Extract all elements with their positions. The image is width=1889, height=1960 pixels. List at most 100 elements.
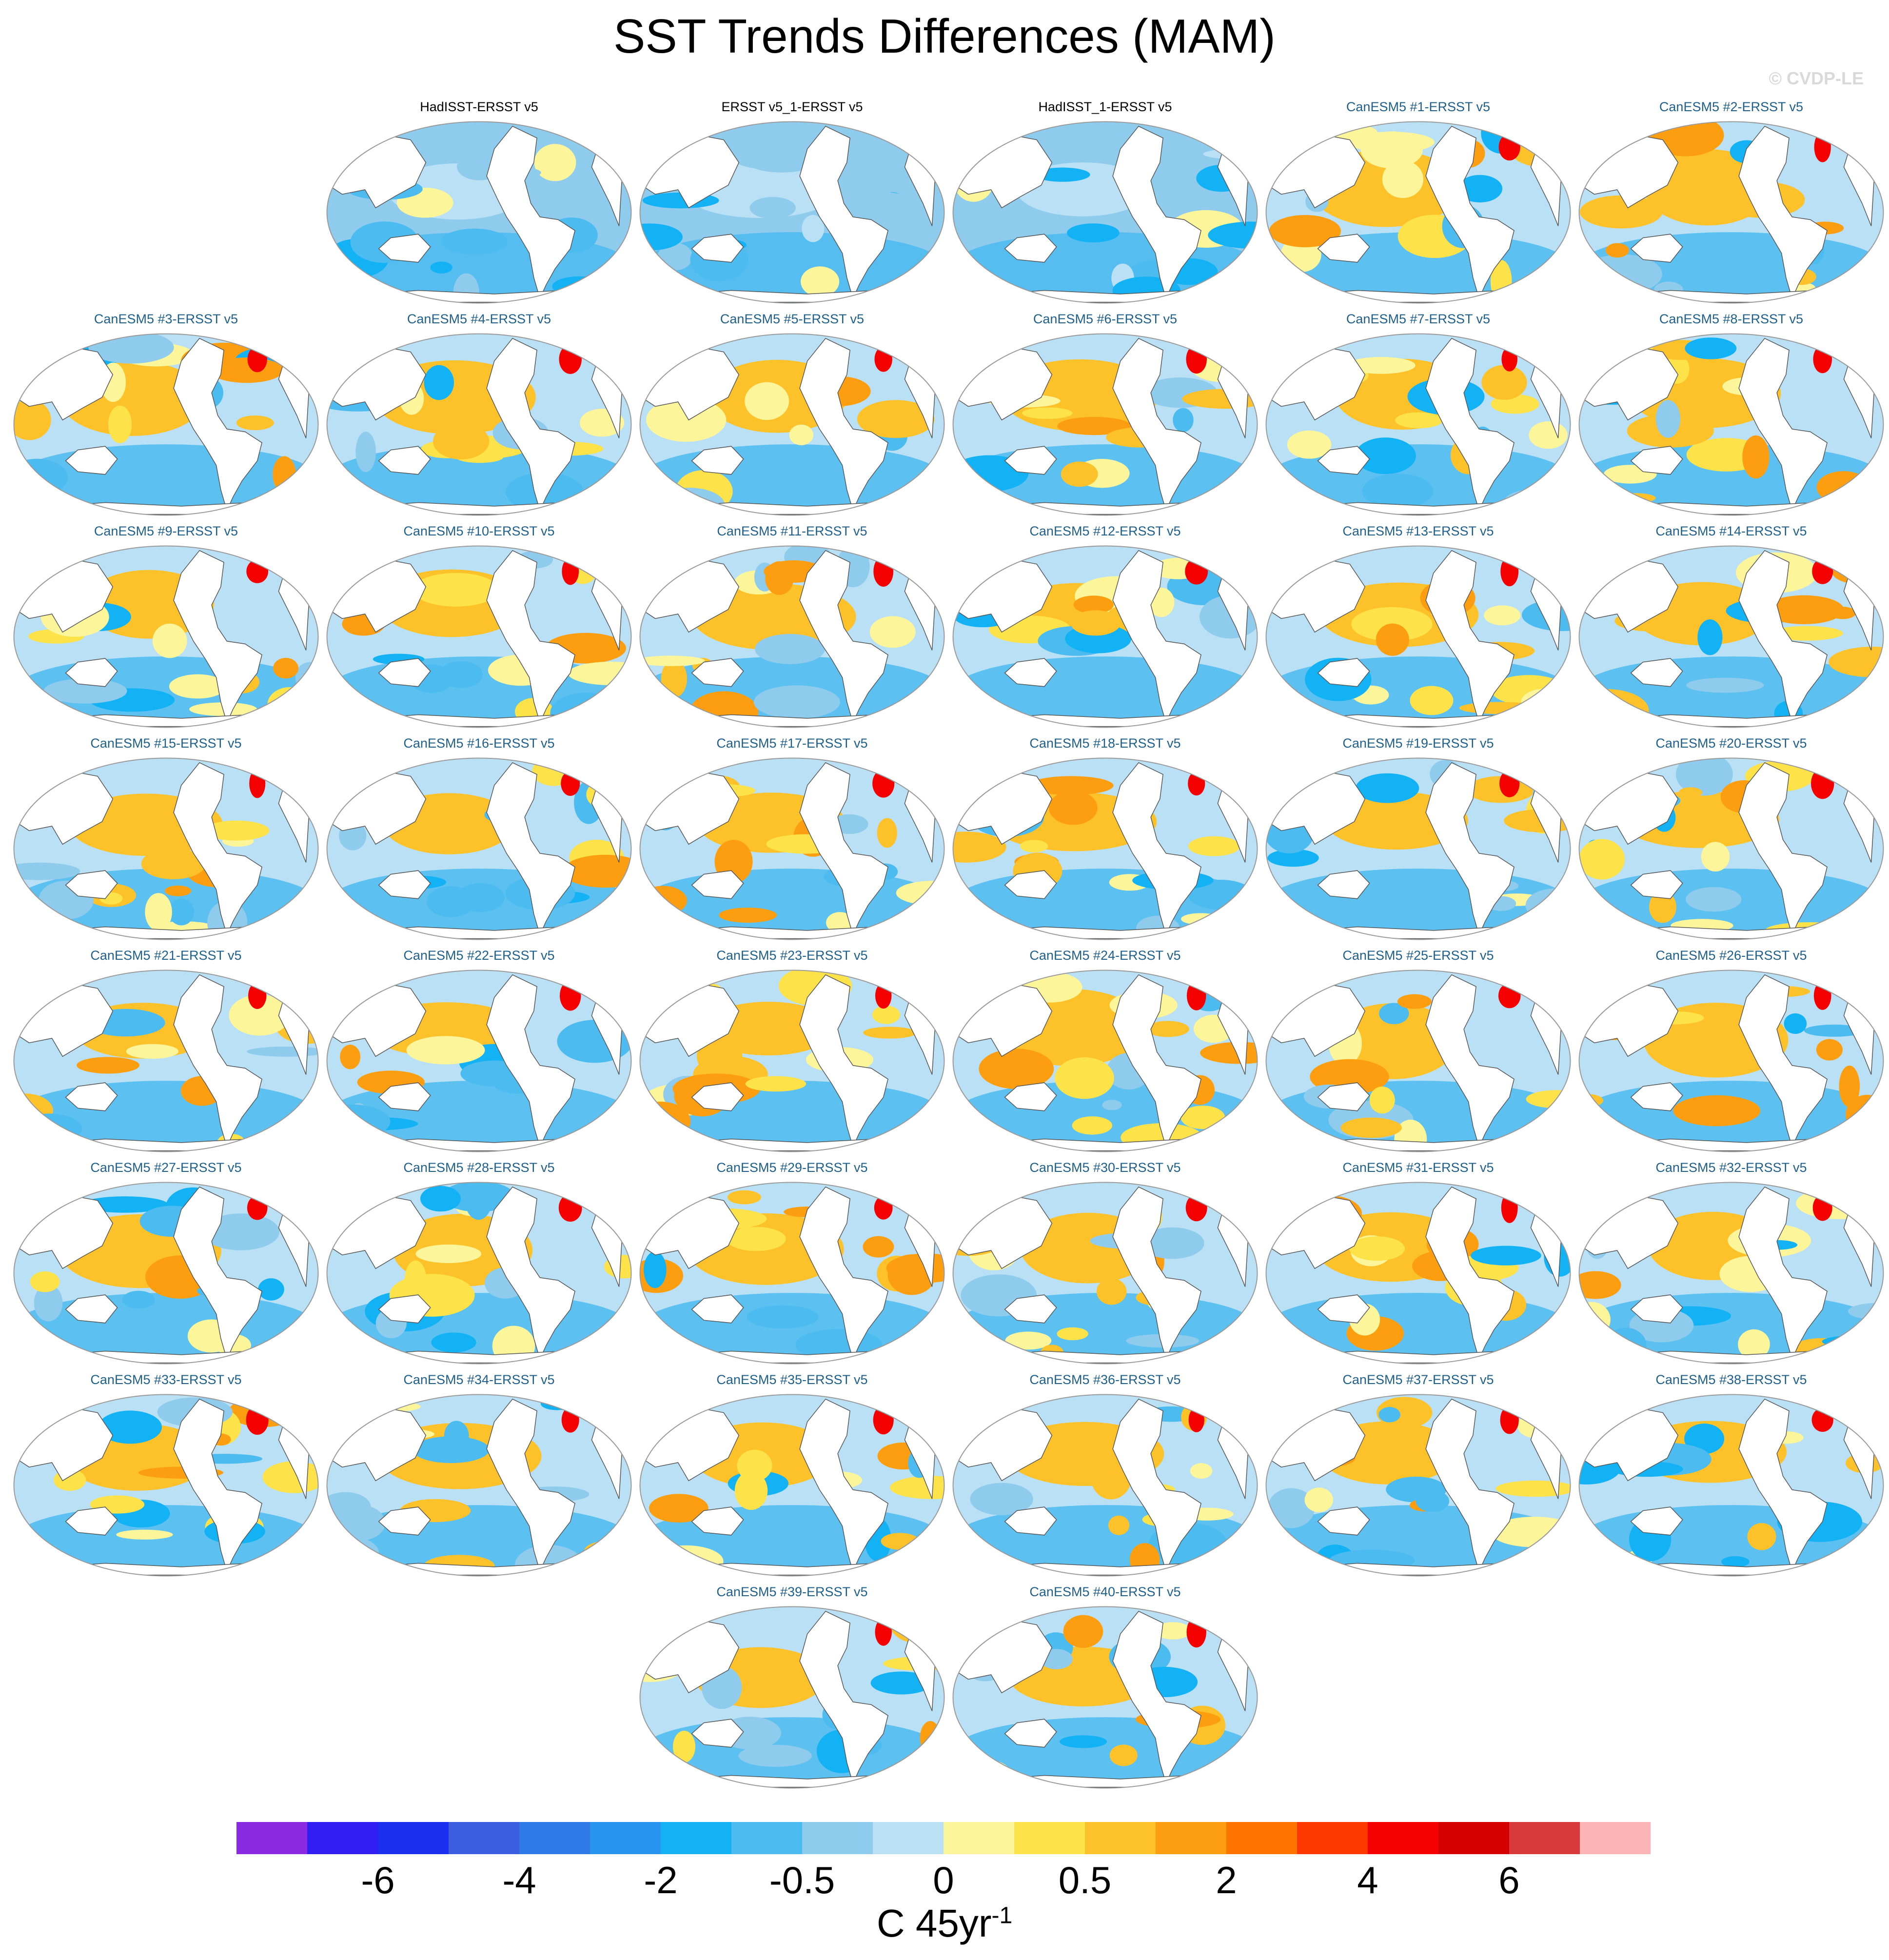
warm-anomaly-patch bbox=[599, 1330, 631, 1345]
warm-anomaly-patch bbox=[640, 1401, 677, 1436]
map-panel: CanESM5 #21-ERSST v5 bbox=[10, 945, 322, 1157]
warm-anomaly-patch bbox=[1579, 274, 1604, 303]
map-border bbox=[13, 545, 319, 728]
map-border bbox=[326, 121, 632, 304]
land-americas bbox=[1112, 1186, 1201, 1361]
map-panel: CanESM5 #11-ERSST v5 bbox=[636, 521, 948, 733]
land-americas bbox=[799, 1398, 888, 1573]
panel-title: CanESM5 #14-ERSST v5 bbox=[1655, 524, 1807, 538]
land-americas bbox=[1738, 762, 1828, 936]
panel-title: CanESM5 #18-ERSST v5 bbox=[1029, 736, 1181, 751]
panel-title: CanESM5 #36-ERSST v5 bbox=[1029, 1372, 1181, 1387]
sst-map bbox=[1265, 333, 1571, 516]
cool-anomaly-patch bbox=[970, 1483, 1033, 1515]
warm-anomaly-patch bbox=[1382, 160, 1424, 198]
panel-title: CanESM5 #1-ERSST v5 bbox=[1346, 99, 1491, 114]
land-australia bbox=[65, 1506, 118, 1536]
warm-anomaly-patch bbox=[61, 762, 81, 774]
land-americas bbox=[486, 1398, 575, 1573]
map-border bbox=[952, 1182, 1258, 1365]
cool-anomaly-patch bbox=[1784, 1013, 1807, 1034]
warm-anomaly-patch bbox=[1346, 356, 1416, 374]
land-australia bbox=[1630, 870, 1683, 899]
land-americas bbox=[799, 974, 888, 1148]
sst-map bbox=[639, 757, 945, 940]
colorbar-tick-label: -2 bbox=[644, 1859, 678, 1901]
hot-anomaly-patch bbox=[248, 982, 267, 1009]
warm-anomaly-patch bbox=[1839, 1065, 1860, 1108]
land-americas bbox=[799, 337, 888, 512]
hot-anomaly-patch bbox=[561, 1407, 579, 1433]
map-border bbox=[326, 757, 632, 940]
land-americas bbox=[173, 1398, 262, 1573]
map-panel: CanESM5 #7-ERSST v5 bbox=[1262, 309, 1574, 521]
colorbar-box bbox=[236, 1822, 308, 1854]
sst-map bbox=[1578, 333, 1884, 516]
land-australia bbox=[1004, 234, 1057, 263]
warm-anomaly-patch bbox=[953, 266, 989, 291]
sst-map bbox=[13, 757, 319, 940]
map-panel: CanESM5 #18-ERSST v5 bbox=[949, 733, 1261, 945]
land-americas bbox=[1738, 550, 1828, 724]
warm-anomaly-patch bbox=[640, 655, 705, 666]
panel-title: CanESM5 #40-ERSST v5 bbox=[1029, 1584, 1181, 1599]
hot-anomaly-patch bbox=[1499, 770, 1520, 797]
colorbar-box bbox=[1226, 1822, 1298, 1854]
map-border bbox=[952, 1606, 1258, 1789]
panel-title: CanESM5 #5-ERSST v5 bbox=[720, 312, 865, 326]
warm-anomaly-patch bbox=[1074, 178, 1102, 197]
map-border bbox=[1265, 333, 1571, 516]
panel-title: HadISST-ERSST v5 bbox=[420, 99, 538, 114]
cool-anomaly-patch bbox=[1292, 1555, 1320, 1571]
sst-map bbox=[326, 1394, 632, 1577]
hot-anomaly-patch bbox=[1814, 132, 1831, 162]
land-australia bbox=[378, 234, 431, 263]
map-panel: CanESM5 #14-ERSST v5 bbox=[1575, 521, 1888, 733]
cool-anomaly-patch bbox=[1267, 849, 1319, 867]
hot-anomaly-patch bbox=[1186, 1616, 1206, 1648]
cool-anomaly-patch bbox=[644, 1251, 667, 1288]
warm-anomaly-patch bbox=[1579, 839, 1625, 880]
colorbar-tick-label: -0.5 bbox=[769, 1859, 835, 1901]
panel-title: CanESM5 #31-ERSST v5 bbox=[1342, 1160, 1494, 1175]
cool-anomaly-patch bbox=[747, 1305, 819, 1329]
warm-anomaly-patch bbox=[877, 818, 897, 848]
warm-anomaly-patch bbox=[863, 1027, 917, 1039]
map-border bbox=[1578, 121, 1884, 304]
land-australia bbox=[1317, 1082, 1370, 1111]
cool-anomaly-patch bbox=[444, 1421, 469, 1451]
map-border bbox=[1578, 970, 1884, 1152]
panel-title: CanESM5 #35-ERSST v5 bbox=[716, 1372, 868, 1387]
cool-anomaly-patch bbox=[1686, 887, 1742, 912]
colorbar-box bbox=[519, 1822, 590, 1854]
colorbar-tick-label: 6 bbox=[1498, 1859, 1520, 1901]
map-border bbox=[326, 1394, 632, 1577]
warm-anomaly-patch bbox=[568, 661, 631, 685]
warm-anomaly-patch bbox=[1154, 1622, 1192, 1640]
land-australia bbox=[378, 1506, 431, 1536]
warm-anomaly-patch bbox=[1764, 595, 1844, 624]
land-australia bbox=[1004, 1506, 1057, 1536]
warm-anomaly-patch bbox=[728, 1190, 761, 1205]
hot-anomaly-patch bbox=[247, 346, 267, 373]
land-australia bbox=[691, 1719, 744, 1748]
land-australia bbox=[65, 446, 118, 475]
sst-map bbox=[1265, 757, 1571, 940]
hot-anomaly-patch bbox=[1185, 558, 1208, 585]
sst-map bbox=[13, 545, 319, 728]
land-americas bbox=[1738, 125, 1828, 300]
hot-anomaly-patch bbox=[1811, 1408, 1833, 1432]
hot-anomaly-patch bbox=[875, 983, 892, 1009]
panel-title: ERSST v5_1-ERSST v5 bbox=[721, 99, 863, 114]
map-panel: CanESM5 #10-ERSST v5 bbox=[323, 521, 635, 733]
warm-anomaly-patch bbox=[141, 848, 206, 879]
warm-anomaly-patch bbox=[1070, 610, 1121, 636]
warm-anomaly-patch bbox=[1747, 1523, 1776, 1550]
sst-map bbox=[1265, 545, 1571, 728]
land-americas bbox=[1112, 974, 1201, 1148]
land-americas bbox=[1112, 762, 1201, 936]
map-panel: CanESM5 #16-ERSST v5 bbox=[323, 733, 635, 945]
warm-anomaly-patch bbox=[262, 1461, 318, 1493]
cool-anomaly-patch bbox=[1060, 1735, 1107, 1748]
sst-map bbox=[952, 121, 1258, 304]
